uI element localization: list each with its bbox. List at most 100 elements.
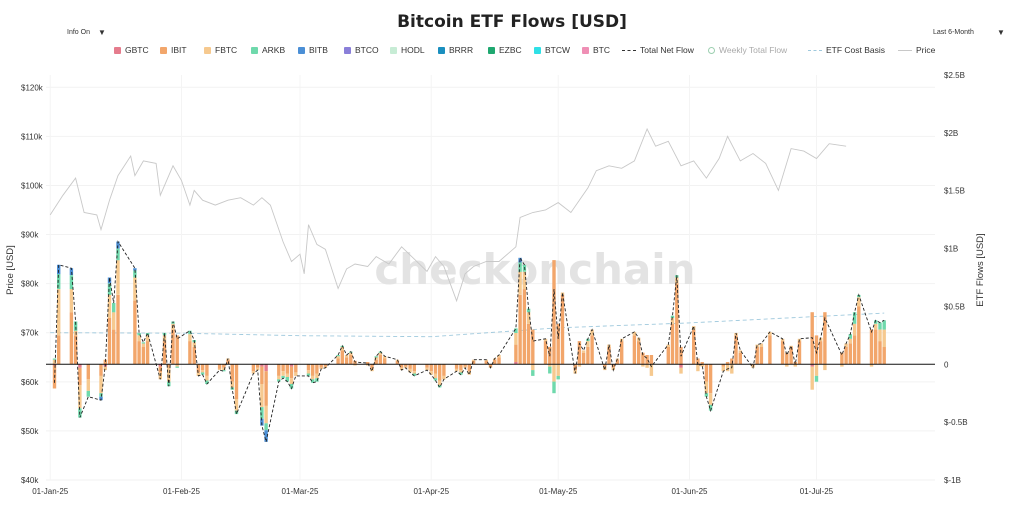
flow-bar-segment-ibit (581, 352, 586, 365)
flow-bar-segment-ibit (768, 335, 772, 365)
flow-bar-segment-ibit (488, 364, 493, 367)
legend-item-total-net-flow[interactable]: Total Net Flow (622, 45, 694, 55)
flow-bar-segment-ibit (852, 335, 857, 365)
flow-bar-segment-fbtc (217, 368, 222, 371)
flow-bar-segment-fbtc (340, 346, 344, 351)
flow-bar-segment-fbtc (78, 385, 82, 409)
caret-down-icon: ▼ (997, 28, 1005, 37)
flow-bar-segment-ibit (603, 364, 607, 367)
flow-bar-segment-fbtc (708, 393, 713, 405)
flow-bar-segment-ibit (632, 335, 637, 365)
x-tick-label: 01-Apr-25 (413, 487, 449, 496)
legend-item-gbtc[interactable]: GBTC (114, 45, 149, 55)
flow-bar-segment-ibit (425, 364, 429, 368)
flow-bar-segment-ibit (141, 346, 146, 365)
flow-bar-segment-ibit (433, 364, 438, 374)
flow-bar-segment-fbtc (789, 345, 793, 347)
range-dropdown[interactable]: Last 6-Month ▼ (933, 28, 1005, 37)
flow-bar-segment-ibit (69, 312, 74, 365)
flow-bar-segment-ibit (755, 346, 759, 365)
flow-bar-segment-ibit (256, 364, 260, 368)
flow-bar-segment-fbtc (840, 364, 844, 367)
legend-item-hodl[interactable]: HODL (390, 45, 425, 55)
total-net-flow-line (54, 240, 885, 442)
flow-bar-segment-fbtc (188, 334, 192, 342)
flow-bar-segment-ibit (175, 335, 179, 365)
y-right-tick-label: $-0.5B (944, 418, 968, 427)
flow-bar-segment-ibit (645, 355, 649, 365)
flow-bar-segment-ibit (103, 359, 107, 365)
flow-bar-segment-fbtc (814, 364, 819, 376)
y-right-tick-label: $-1B (944, 476, 961, 485)
flow-bar-segment-ibit (192, 346, 196, 365)
flow-bar-segment-ibit (167, 364, 171, 368)
flow-bar-segment-fbtc (404, 366, 408, 368)
legend-item-bitb[interactable]: BITB (298, 45, 328, 55)
flow-bar-segment-fbtc (116, 260, 120, 295)
flow-bar-segment-ibit (641, 352, 645, 365)
legend-item-brrr[interactable]: BRRR (438, 45, 473, 55)
flow-bar-segment-arkb (433, 378, 438, 381)
flow-bar-segment-fbtc (319, 367, 323, 369)
legend-item-arkb[interactable]: ARKB (251, 45, 285, 55)
flow-bar-segment-fbtc (200, 370, 205, 373)
flow-bar-segment-fbtc (349, 352, 353, 355)
flow-bar-segment-fbtc (810, 366, 814, 390)
flow-bar-segment-ibit (315, 364, 319, 374)
flow-bar-segment-ibit (493, 359, 497, 365)
flow-bar-segment-ibit (522, 289, 527, 365)
flow-bar-segment-ibit (429, 364, 433, 372)
caret-down-icon: ▼ (98, 28, 106, 37)
flow-bar-segment-fbtc (133, 277, 137, 301)
legend-item-btcw[interactable]: BTCW (534, 45, 570, 55)
flow-bar-segment-ibit (696, 358, 700, 365)
flow-bar-segment-fbtc (103, 366, 107, 371)
flow-bar-segment-fbtc (471, 359, 476, 361)
flow-bar-segment-arkb (112, 303, 116, 313)
x-tick-label: 01-Jan-25 (32, 487, 69, 496)
flow-bar-segment-ibit (158, 366, 162, 373)
flow-bar-segment-ibit (336, 358, 340, 365)
flow-bar-segment-ibit (234, 364, 239, 399)
flow-bar-segment-ibit (366, 362, 370, 365)
legend-item-weekly-total-flow[interactable]: Weekly Total Flow (708, 45, 787, 55)
flow-bar-segment-fbtc (819, 337, 823, 342)
legend-item-ibit[interactable]: IBIT (160, 45, 187, 55)
flow-bar-segment-fbtc (412, 371, 416, 374)
info-dropdown[interactable]: Info On ▼ (67, 28, 106, 37)
legend-item-etf-cost-basis[interactable]: ETF Cost Basis (808, 45, 885, 55)
flow-bar-segment-fbtc (548, 364, 552, 367)
flow-bar-segment-gbtc (52, 364, 57, 366)
flow-bar-segment-fbtc (196, 372, 201, 376)
legend-item-btco[interactable]: BTCO (344, 45, 379, 55)
legend-swatch (251, 46, 258, 54)
y-right-tick-label: $1.5B (944, 187, 965, 196)
flow-bar-segment-arkb (708, 404, 713, 411)
flow-bar-segment-ibit (785, 352, 789, 365)
flow-bar-segment-gbtc (679, 364, 683, 368)
flow-bar-segment-ibit (57, 335, 61, 365)
legend-item-ezbc[interactable]: EZBC (488, 45, 522, 55)
flow-bar-segment-fbtc (526, 312, 531, 324)
flow-bar-segment-ibit (840, 352, 844, 365)
flow-bar-segment-ibit (844, 346, 848, 365)
legend-swatch (622, 49, 636, 51)
flow-bar-segment-ibit (78, 367, 82, 386)
flow-bar-segment-fbtc (874, 323, 878, 330)
legend-item-fbtc[interactable]: FBTC (204, 45, 237, 55)
legend-label: GBTC (125, 45, 149, 55)
legend-item-price[interactable]: Price (898, 45, 935, 55)
flow-bar-segment-ibit (217, 364, 222, 369)
legend-item-btc[interactable]: BTC (582, 45, 610, 55)
flow-bar-segment-ibit (277, 364, 281, 376)
x-tick-label: 01-Jun-25 (671, 487, 708, 496)
flow-bar-segment-ibit (552, 260, 556, 365)
flow-bar-segment-gbtc (260, 364, 264, 367)
flow-bar-segment-fbtc (857, 297, 861, 307)
flow-bar-segment-ibit (797, 341, 802, 365)
flow-bar-segment-ibit (99, 364, 103, 376)
flow-bar-segment-bitb (133, 268, 137, 271)
flow-bar-segment-arkb (311, 379, 315, 383)
flow-bar-segment-arkb (552, 381, 556, 394)
flow-bar-segment-ibit (383, 358, 387, 365)
